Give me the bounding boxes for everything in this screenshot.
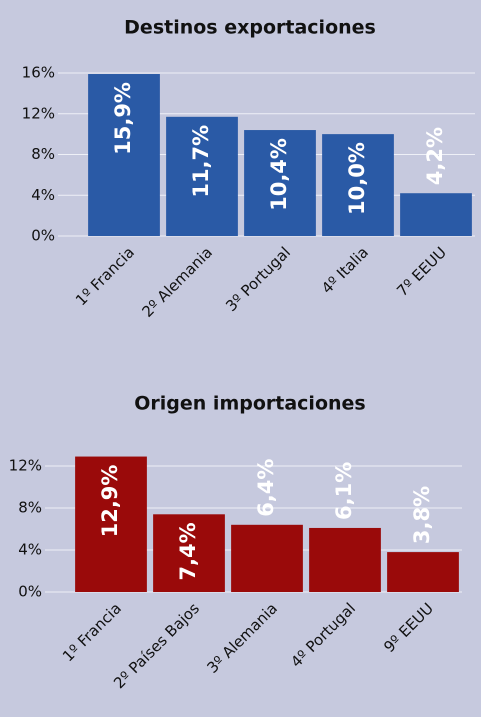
y-tick-label: 16% xyxy=(22,64,55,82)
x-tick-label: 3º Alemania xyxy=(203,599,281,677)
x-tick-label: 2º Países Bajos xyxy=(110,599,203,692)
y-tick-label: 4% xyxy=(31,186,55,204)
x-tick-label: 3º Portugal xyxy=(222,243,294,315)
bar xyxy=(309,527,381,592)
x-tick-label: 2º Alemania xyxy=(138,243,216,321)
x-tick-label: 4º Portugal xyxy=(287,599,359,671)
bar xyxy=(153,514,225,592)
value-label: 6,1% xyxy=(332,462,356,520)
bar xyxy=(88,74,160,236)
value-label: 4,2% xyxy=(423,127,447,185)
value-label: 15,9% xyxy=(111,82,135,155)
chart-title: Destinos exportaciones xyxy=(124,17,376,39)
x-tick-label: 1º Francia xyxy=(72,243,138,309)
y-tick-label: 0% xyxy=(31,227,55,245)
x-tick-label: 4º Italia xyxy=(318,243,372,297)
x-tick-label: 7º EEUU xyxy=(393,243,450,300)
bar xyxy=(387,552,459,592)
y-tick-label: 12% xyxy=(9,457,42,475)
y-tick-label: 8% xyxy=(31,145,55,163)
x-tick-label: 1º Francia xyxy=(59,599,125,665)
value-label: 7,4% xyxy=(176,522,200,580)
y-tick-label: 0% xyxy=(18,583,42,601)
bar xyxy=(75,456,147,592)
value-label: 10,0% xyxy=(345,142,369,215)
bar xyxy=(244,130,316,236)
y-tick-label: 4% xyxy=(18,541,42,559)
value-label: 11,7% xyxy=(189,125,213,198)
y-tick-label: 12% xyxy=(22,104,55,122)
bar xyxy=(231,524,303,592)
bar xyxy=(166,116,238,236)
bar xyxy=(400,193,472,236)
value-label: 10,4% xyxy=(267,138,291,211)
chart-title: Origen importaciones xyxy=(134,393,365,415)
value-label: 12,9% xyxy=(98,465,122,538)
bar xyxy=(322,134,394,236)
value-label: 6,4% xyxy=(254,459,278,517)
y-tick-label: 8% xyxy=(18,499,42,517)
value-label: 3,8% xyxy=(410,486,434,544)
x-tick-label: 9º EEUU xyxy=(380,599,437,656)
